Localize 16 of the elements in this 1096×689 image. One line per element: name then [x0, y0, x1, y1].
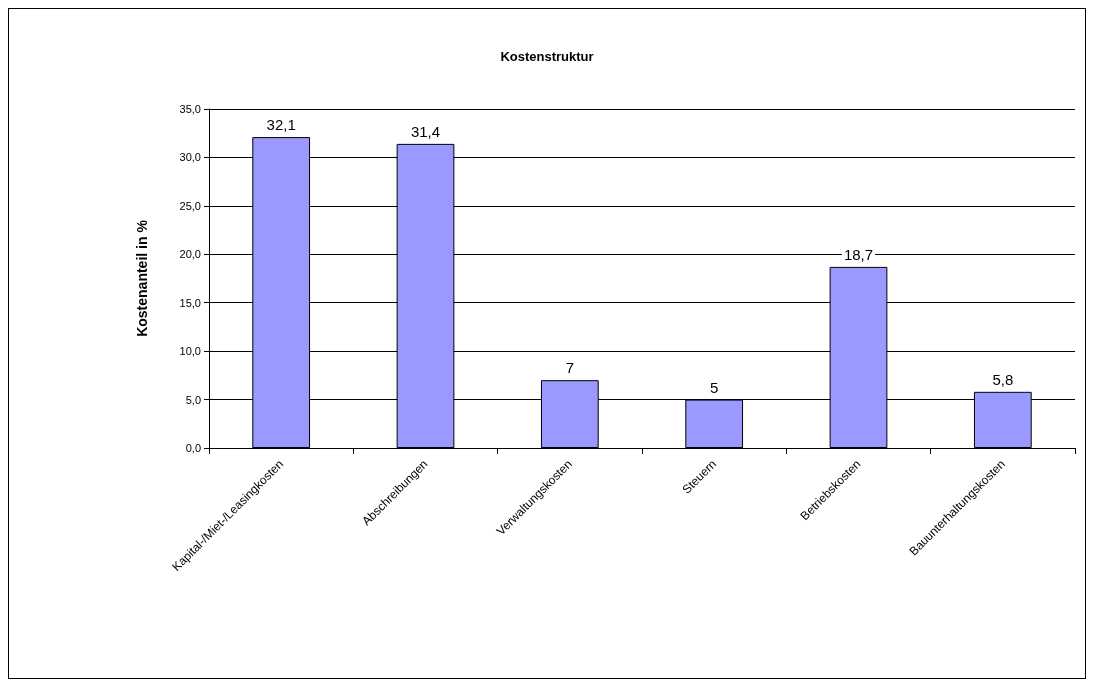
y-tick-label: 30,0 [179, 151, 201, 164]
data-label: 7 [565, 359, 575, 377]
y-tick-label: 20,0 [179, 248, 201, 261]
y-tick-label: 0,0 [185, 442, 201, 454]
y-tick-label: 35,0 [179, 103, 201, 115]
data-label: 5 [709, 378, 719, 396]
y-axis-title: Kostenanteil in % [134, 219, 150, 337]
y-tick-label: 5,0 [185, 393, 201, 406]
chart-title: Kostenstruktur [500, 49, 594, 64]
y-tick-label: 15,0 [179, 296, 201, 309]
data-label: 18,7 [843, 245, 874, 263]
data-label: 31,4 [410, 122, 441, 140]
y-tick-label: 25,0 [179, 199, 201, 212]
data-label: 32,1 [266, 116, 296, 134]
data-label: 5,8 [992, 370, 1014, 388]
y-tick-label: 10,0 [179, 345, 201, 358]
